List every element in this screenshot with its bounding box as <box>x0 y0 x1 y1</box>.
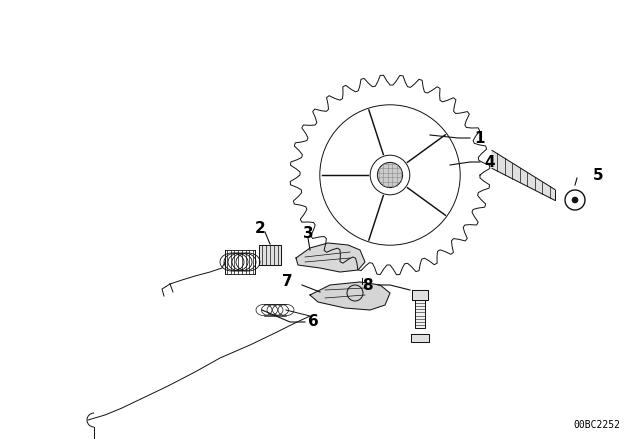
Text: 8: 8 <box>362 277 373 293</box>
Text: 2: 2 <box>255 220 266 236</box>
Text: 1: 1 <box>474 130 484 146</box>
Text: 7: 7 <box>282 275 293 289</box>
Circle shape <box>572 197 578 203</box>
Polygon shape <box>411 334 429 342</box>
Text: 5: 5 <box>593 168 604 182</box>
Text: 00BC2252: 00BC2252 <box>573 420 620 430</box>
Text: 3: 3 <box>303 225 314 241</box>
Polygon shape <box>492 151 555 200</box>
Polygon shape <box>259 245 281 265</box>
Polygon shape <box>412 290 428 300</box>
Text: 4: 4 <box>484 155 495 169</box>
Circle shape <box>378 162 403 188</box>
Polygon shape <box>310 282 390 310</box>
Polygon shape <box>415 300 425 328</box>
Polygon shape <box>296 243 365 272</box>
Text: 6: 6 <box>308 314 319 329</box>
